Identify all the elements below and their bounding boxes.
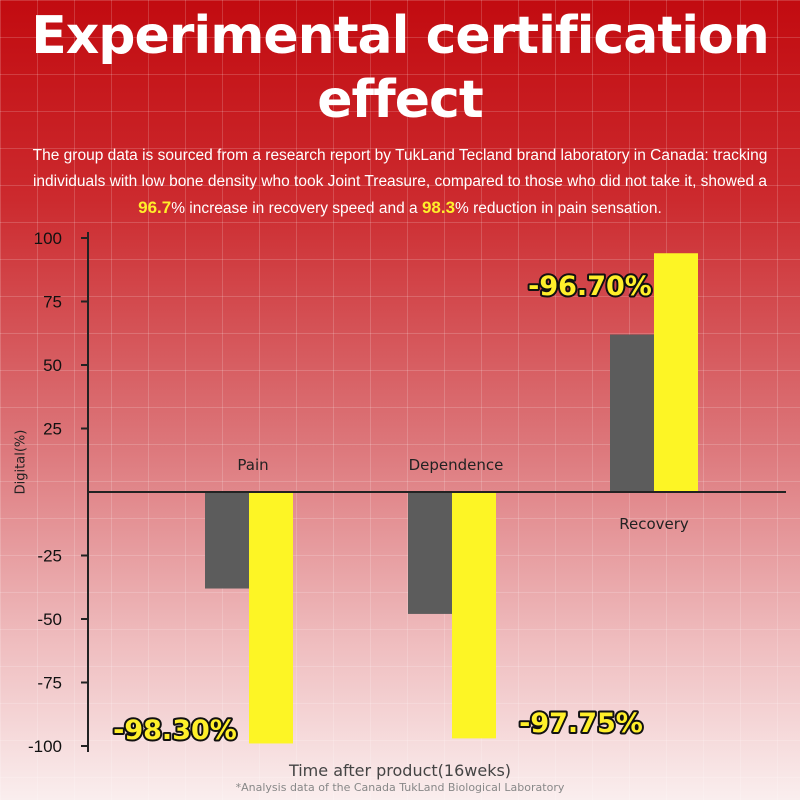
highlight-pain-value: 98.3 xyxy=(421,198,456,217)
bar-control-pain xyxy=(205,492,249,589)
bar-treated-pain xyxy=(249,492,293,744)
bar-control-dependence xyxy=(408,492,452,614)
highlight-recovery-value: 96.7 xyxy=(138,198,172,217)
description-part-1: The group data is sourced from a researc… xyxy=(32,147,768,190)
y-tick-label: -50 xyxy=(37,610,62,629)
y-tick-label: -100 xyxy=(28,737,62,756)
bar-treated-dependence xyxy=(452,492,496,739)
y-axis-label: Digital(%) xyxy=(13,429,29,495)
y-tick-label: 100 xyxy=(34,229,62,248)
y-tick-label: -75 xyxy=(37,674,62,693)
category-label-pain: Pain xyxy=(237,456,268,474)
category-label-dependence: Dependence xyxy=(409,456,504,474)
description-part-3: % reduction in pain sensation. xyxy=(455,200,662,217)
y-tick-label: 25 xyxy=(43,420,62,439)
annotation-pain: -98.30% xyxy=(113,715,237,746)
description-part-2: % increase in recovery speed and a xyxy=(171,200,422,217)
bar-treated-recovery xyxy=(654,253,698,492)
footnote: *Analysis data of the Canada TukLand Bio… xyxy=(235,781,565,794)
bar-control-recovery xyxy=(610,334,654,492)
page-title: Experimental certification effect xyxy=(31,6,770,130)
y-tick-label: 75 xyxy=(43,293,62,312)
category-label-recovery: Recovery xyxy=(619,515,689,533)
annotation-recovery: -96.70% xyxy=(528,271,652,302)
description-text: The group data is sourced from a researc… xyxy=(14,143,786,222)
y-tick-label: 50 xyxy=(43,356,62,375)
annotation-dependence: -97.75% xyxy=(519,708,643,739)
y-tick-label: -25 xyxy=(37,547,62,566)
x-axis-title: Time after product(16weks) xyxy=(288,761,512,780)
